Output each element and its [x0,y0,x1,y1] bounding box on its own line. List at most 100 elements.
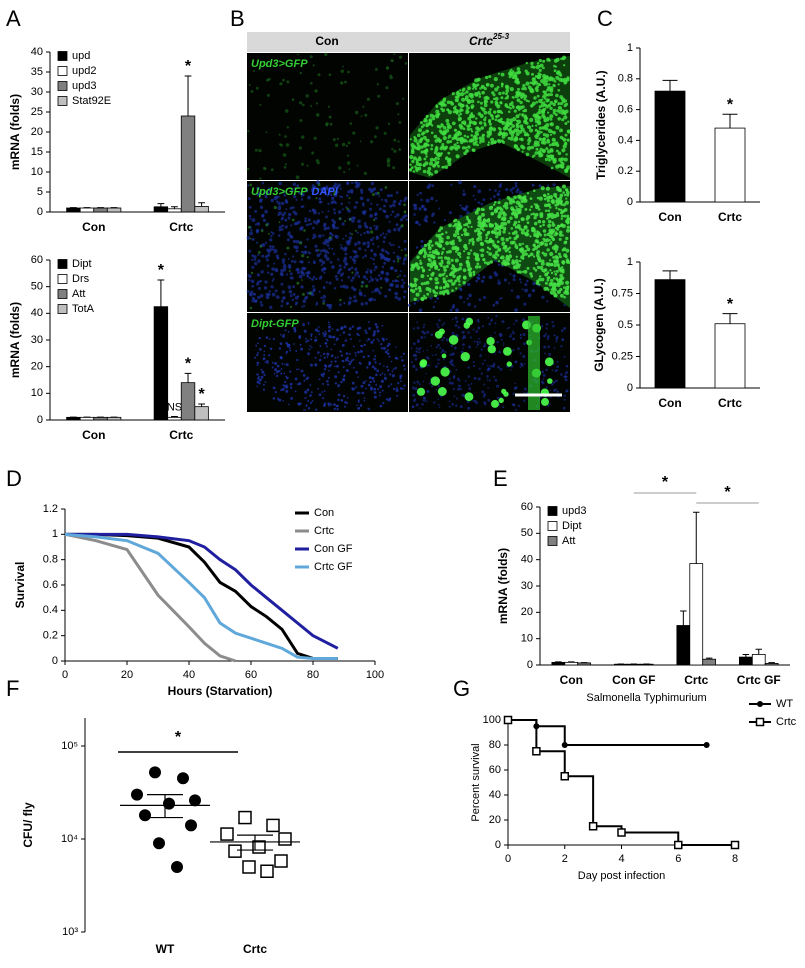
cell-signal [559,193,564,198]
cell-signal [511,96,514,99]
cell-signal [247,130,250,133]
cell-signal [285,386,288,389]
cell-signal [422,169,427,174]
cell-signal [479,87,482,90]
cell-signal [556,186,560,191]
cell-signal [307,407,311,410]
cell-signal [324,249,328,254]
cell-signal [346,402,349,405]
cell-signal [497,216,500,219]
cell-signal [345,369,349,372]
cell-signal [542,378,545,380]
cell-signal [431,212,435,216]
error-bar [555,661,562,663]
cell-signal [400,249,403,252]
cell-signal [333,208,336,211]
cell-signal [529,117,534,123]
cell-signal [345,285,349,289]
cell-signal [385,233,388,236]
cell-signal [422,326,425,329]
cell-signal [370,340,374,344]
cell-signal [327,202,330,205]
cell-signal [382,240,386,243]
cell-signal [288,231,291,234]
cell-signal [551,321,554,324]
cell-signal [360,284,364,288]
cell-signal [320,187,324,190]
cell-signal [316,253,321,258]
cell-signal [494,87,499,92]
cell-signal [373,253,377,257]
cell-signal [384,294,388,298]
cell-signal [284,380,287,383]
cell-signal [370,238,374,242]
cell-signal [337,356,339,358]
cell-signal [386,67,389,70]
cell-signal [354,352,357,354]
cell-signal [249,237,252,240]
cell-signal [264,209,268,214]
cell-signal [403,274,406,278]
cell-signal [508,246,511,249]
cell-signal [365,225,369,229]
cell-signal [365,270,369,274]
cell-signal [552,277,556,280]
cell-signal [321,210,324,213]
cell-signal [389,75,393,80]
cell-signal [498,118,503,123]
cell-signal [248,279,251,282]
cell-signal [420,274,425,279]
y-tick-label: 0.8 [43,554,58,566]
cell-signal [519,336,523,339]
cell-signal [308,276,311,280]
cell-signal [542,373,546,377]
cell-signal [415,246,419,249]
cell-signal [384,186,388,189]
cell-signal [566,193,570,197]
cell-signal [318,378,321,381]
cell-signal [267,232,270,235]
y-tick-label: 60 [31,254,43,266]
cell-signal [371,365,375,369]
cell-signal [524,288,528,293]
cell-signal [314,328,319,332]
cell-signal [336,408,339,411]
cell-signal [288,347,291,349]
cell-signal [454,280,457,283]
bar [167,208,182,213]
legend-label: Crtc GF [314,561,353,573]
row-label: Upd3>GFP DAPI [251,186,339,198]
cell-signal [555,75,560,80]
cell-signal [370,230,374,234]
cell-signal [300,226,304,230]
cell-signal [491,117,495,120]
cell-signal [535,147,539,151]
x-tick-label: WT [156,942,175,956]
cell-signal [549,114,554,119]
cell-signal [565,248,570,253]
cell-signal [307,195,311,200]
cell-signal [451,382,455,385]
legend-swatch [57,289,68,299]
cell-signal [425,122,430,127]
cell-signal [395,223,399,227]
cell-signal [284,225,288,229]
cell-signal [348,218,352,221]
cell-signal [277,206,282,211]
cell-signal [523,97,527,101]
cell-signal [277,234,281,237]
cell-signal [474,87,477,90]
cell-signal [397,258,400,261]
cell-signal [304,409,307,411]
cell-signal [337,371,340,374]
cell-signal [562,112,565,115]
cell-signal [312,226,315,230]
cell-signal [550,278,554,283]
cell-signal [541,126,545,130]
cell-signal [480,126,485,130]
cell-signal [284,329,287,332]
cell-signal [546,86,551,90]
cell-signal [289,276,292,279]
cell-signal [322,332,325,335]
cell-signal [543,270,546,273]
